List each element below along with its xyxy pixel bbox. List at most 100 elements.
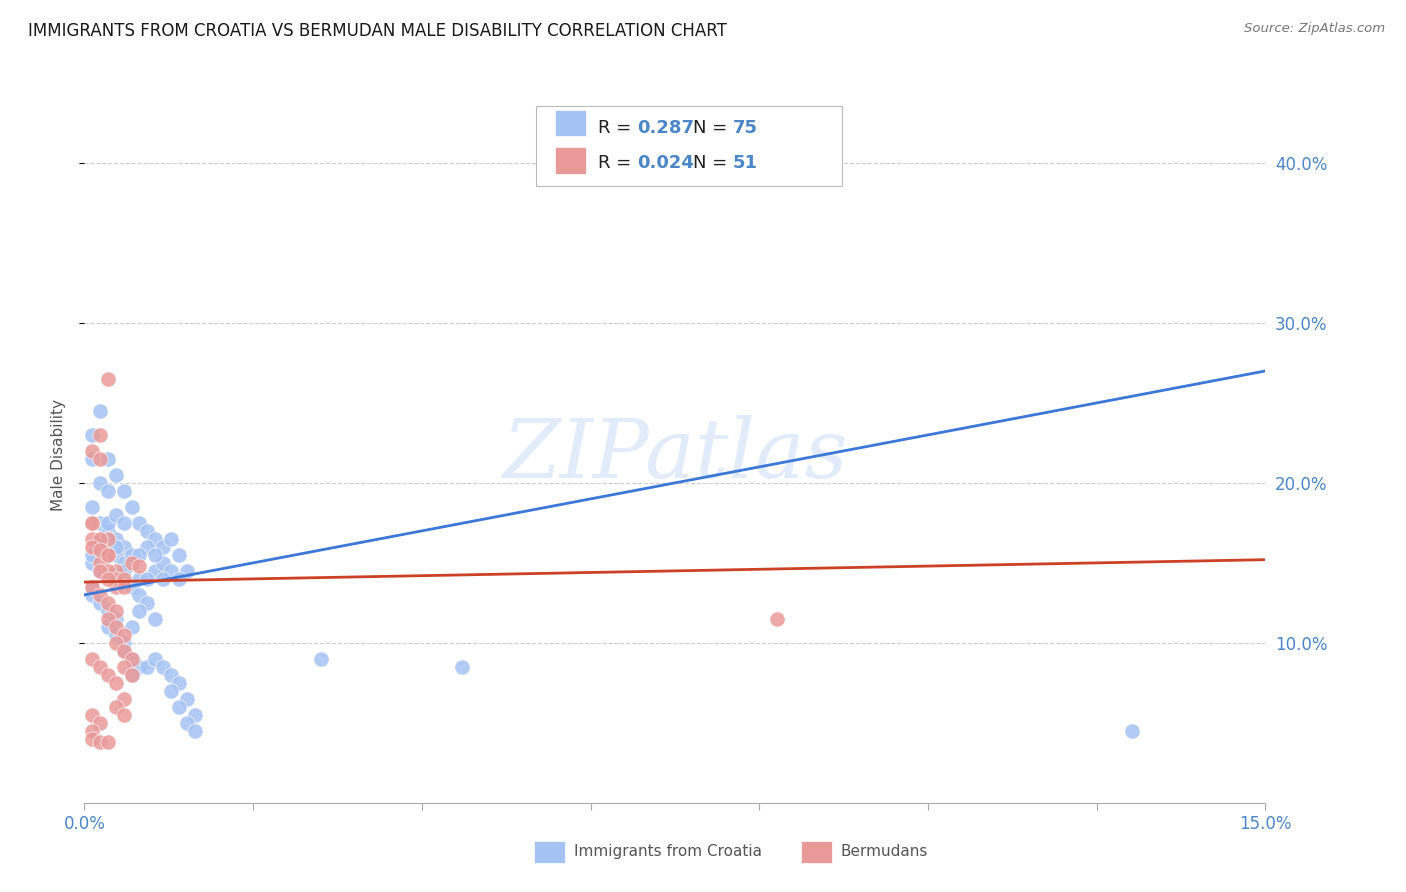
Text: R =: R =: [598, 154, 637, 172]
Point: [82, 580, 104, 594]
Point: [121, 548, 143, 562]
Point: [136, 596, 159, 610]
Point: [167, 676, 190, 690]
Text: Immigrants from Croatia: Immigrants from Croatia: [574, 845, 762, 859]
Text: 51: 51: [733, 154, 758, 172]
Text: N =: N =: [693, 154, 733, 172]
Point: [143, 612, 166, 626]
Point: [82, 707, 104, 722]
Point: [128, 559, 150, 574]
Point: [89, 543, 111, 558]
Point: [97, 532, 120, 546]
Point: [152, 572, 174, 586]
Point: [112, 572, 135, 586]
Point: [112, 691, 135, 706]
Point: [160, 532, 183, 546]
Point: [82, 548, 104, 562]
Point: [121, 668, 143, 682]
Point: [82, 532, 104, 546]
Point: [112, 564, 135, 578]
Point: [104, 572, 127, 586]
Point: [152, 556, 174, 570]
Point: [104, 580, 127, 594]
Point: [104, 676, 127, 690]
Point: [97, 548, 120, 562]
Point: [97, 372, 120, 386]
Point: [97, 668, 120, 682]
Point: [160, 683, 183, 698]
Point: [82, 731, 104, 746]
Point: [104, 532, 127, 546]
Point: [128, 660, 150, 674]
Text: IMMIGRANTS FROM CROATIA VS BERMUDAN MALE DISABILITY CORRELATION CHART: IMMIGRANTS FROM CROATIA VS BERMUDAN MALE…: [28, 22, 727, 40]
Point: [97, 548, 120, 562]
Point: [112, 628, 135, 642]
Point: [167, 572, 190, 586]
Point: [82, 516, 104, 530]
Point: [112, 644, 135, 658]
Point: [104, 636, 127, 650]
Point: [128, 604, 150, 618]
Point: [97, 620, 120, 634]
Point: [89, 540, 111, 554]
Point: [766, 612, 789, 626]
Point: [183, 723, 205, 738]
Point: [89, 451, 111, 466]
Point: [82, 556, 104, 570]
Point: [136, 540, 159, 554]
Text: R =: R =: [598, 119, 637, 136]
Point: [97, 596, 120, 610]
Point: [89, 715, 111, 730]
Point: [82, 444, 104, 458]
Point: [112, 540, 135, 554]
Point: [167, 548, 190, 562]
Point: [82, 500, 104, 514]
Point: [152, 660, 174, 674]
Point: [104, 620, 127, 634]
Point: [112, 483, 135, 498]
Point: [89, 735, 111, 749]
Point: [160, 668, 183, 682]
Point: [176, 691, 198, 706]
Point: [89, 588, 111, 602]
Point: [160, 564, 183, 578]
Point: [89, 428, 111, 442]
Point: [112, 636, 135, 650]
Point: [176, 564, 198, 578]
Point: [143, 564, 166, 578]
Point: [82, 451, 104, 466]
Point: [104, 548, 127, 562]
Point: [128, 588, 150, 602]
Point: [104, 467, 127, 482]
Point: [121, 652, 143, 666]
Point: [143, 532, 166, 546]
Point: [136, 660, 159, 674]
Point: [183, 707, 205, 722]
Point: [89, 475, 111, 490]
Point: [136, 572, 159, 586]
Point: [112, 644, 135, 658]
Point: [82, 588, 104, 602]
Point: [89, 532, 111, 546]
Point: [97, 451, 120, 466]
Point: [112, 556, 135, 570]
Text: 0.287: 0.287: [637, 119, 695, 136]
Point: [451, 660, 474, 674]
Point: [104, 612, 127, 626]
Point: [82, 516, 104, 530]
Text: Bermudans: Bermudans: [841, 845, 928, 859]
Point: [104, 628, 127, 642]
Point: [609, 164, 631, 178]
Point: [128, 548, 150, 562]
Point: [89, 404, 111, 418]
Point: [128, 572, 150, 586]
Point: [82, 580, 104, 594]
Point: [82, 428, 104, 442]
Point: [97, 572, 120, 586]
Point: [143, 548, 166, 562]
Point: [112, 660, 135, 674]
Point: [143, 652, 166, 666]
Point: [121, 668, 143, 682]
Point: [97, 735, 120, 749]
Point: [97, 604, 120, 618]
